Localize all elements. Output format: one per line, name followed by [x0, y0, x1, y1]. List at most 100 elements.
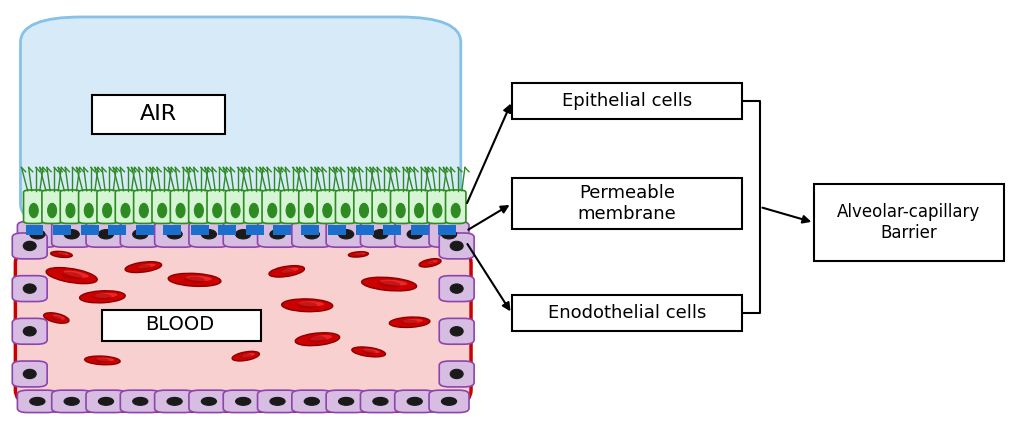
Ellipse shape: [30, 397, 45, 405]
Ellipse shape: [216, 313, 244, 319]
FancyBboxPatch shape: [188, 221, 229, 247]
Bar: [512, 178, 742, 229]
Bar: [512, 83, 742, 119]
FancyBboxPatch shape: [292, 390, 332, 413]
Ellipse shape: [168, 273, 221, 286]
Ellipse shape: [323, 204, 332, 218]
Ellipse shape: [310, 335, 332, 340]
FancyBboxPatch shape: [20, 17, 461, 229]
Bar: [163, 225, 181, 235]
Ellipse shape: [53, 315, 65, 320]
FancyBboxPatch shape: [12, 361, 47, 387]
FancyBboxPatch shape: [60, 190, 81, 223]
FancyBboxPatch shape: [121, 390, 160, 413]
Ellipse shape: [308, 336, 327, 342]
FancyBboxPatch shape: [439, 361, 474, 387]
Ellipse shape: [250, 204, 258, 218]
Ellipse shape: [451, 369, 463, 379]
Ellipse shape: [167, 230, 182, 239]
FancyBboxPatch shape: [79, 190, 99, 223]
Ellipse shape: [236, 230, 251, 239]
FancyBboxPatch shape: [395, 390, 435, 413]
Ellipse shape: [198, 311, 253, 325]
Bar: [301, 225, 318, 235]
Ellipse shape: [47, 204, 56, 218]
Bar: [53, 225, 71, 235]
FancyBboxPatch shape: [372, 190, 392, 223]
Text: BLOOD: BLOOD: [144, 315, 214, 334]
Ellipse shape: [157, 327, 177, 332]
FancyBboxPatch shape: [429, 390, 469, 413]
Ellipse shape: [267, 204, 276, 218]
FancyBboxPatch shape: [317, 190, 338, 223]
Ellipse shape: [433, 204, 442, 218]
Ellipse shape: [156, 328, 172, 334]
Ellipse shape: [202, 397, 216, 405]
FancyBboxPatch shape: [170, 190, 190, 223]
Bar: [92, 95, 225, 134]
Bar: [81, 225, 98, 235]
FancyBboxPatch shape: [258, 390, 297, 413]
Ellipse shape: [240, 354, 252, 358]
Ellipse shape: [280, 269, 294, 274]
Ellipse shape: [176, 204, 185, 218]
Ellipse shape: [94, 293, 118, 298]
Bar: [135, 225, 154, 235]
Ellipse shape: [378, 281, 400, 287]
Ellipse shape: [242, 353, 255, 357]
Ellipse shape: [102, 204, 112, 218]
Ellipse shape: [425, 261, 435, 265]
Ellipse shape: [137, 264, 156, 268]
Text: Enodothelial cells: Enodothelial cells: [548, 304, 707, 322]
FancyBboxPatch shape: [292, 221, 332, 247]
Ellipse shape: [213, 204, 222, 218]
Bar: [109, 225, 126, 235]
Ellipse shape: [270, 230, 285, 239]
Ellipse shape: [396, 204, 406, 218]
Ellipse shape: [452, 204, 460, 218]
Ellipse shape: [378, 204, 387, 218]
FancyBboxPatch shape: [439, 318, 474, 344]
FancyBboxPatch shape: [244, 190, 264, 223]
Ellipse shape: [355, 253, 365, 255]
FancyBboxPatch shape: [17, 221, 57, 247]
Ellipse shape: [139, 204, 148, 218]
Ellipse shape: [419, 259, 441, 267]
FancyBboxPatch shape: [51, 390, 92, 413]
Ellipse shape: [339, 397, 353, 405]
Ellipse shape: [65, 230, 79, 239]
Ellipse shape: [339, 230, 353, 239]
Ellipse shape: [185, 276, 212, 281]
Ellipse shape: [51, 316, 61, 320]
FancyBboxPatch shape: [326, 221, 367, 247]
FancyBboxPatch shape: [86, 390, 126, 413]
Ellipse shape: [30, 204, 38, 218]
FancyBboxPatch shape: [42, 190, 62, 223]
Ellipse shape: [451, 284, 463, 293]
Ellipse shape: [295, 333, 340, 346]
Ellipse shape: [195, 204, 204, 218]
FancyBboxPatch shape: [188, 390, 229, 413]
FancyBboxPatch shape: [258, 221, 297, 247]
Ellipse shape: [361, 350, 376, 354]
Bar: [329, 225, 346, 235]
Ellipse shape: [408, 230, 422, 239]
Ellipse shape: [95, 358, 110, 363]
FancyBboxPatch shape: [395, 221, 435, 247]
Ellipse shape: [361, 277, 417, 291]
FancyBboxPatch shape: [429, 221, 469, 247]
Ellipse shape: [297, 302, 317, 309]
FancyBboxPatch shape: [354, 190, 374, 223]
Ellipse shape: [24, 369, 36, 379]
Ellipse shape: [133, 230, 147, 239]
FancyBboxPatch shape: [439, 233, 474, 259]
Ellipse shape: [232, 351, 259, 361]
Text: AIR: AIR: [140, 104, 177, 125]
FancyBboxPatch shape: [336, 190, 356, 223]
Ellipse shape: [304, 397, 319, 405]
Bar: [218, 225, 237, 235]
Ellipse shape: [236, 397, 251, 405]
Ellipse shape: [231, 204, 240, 218]
Bar: [411, 225, 429, 235]
FancyBboxPatch shape: [133, 190, 154, 223]
